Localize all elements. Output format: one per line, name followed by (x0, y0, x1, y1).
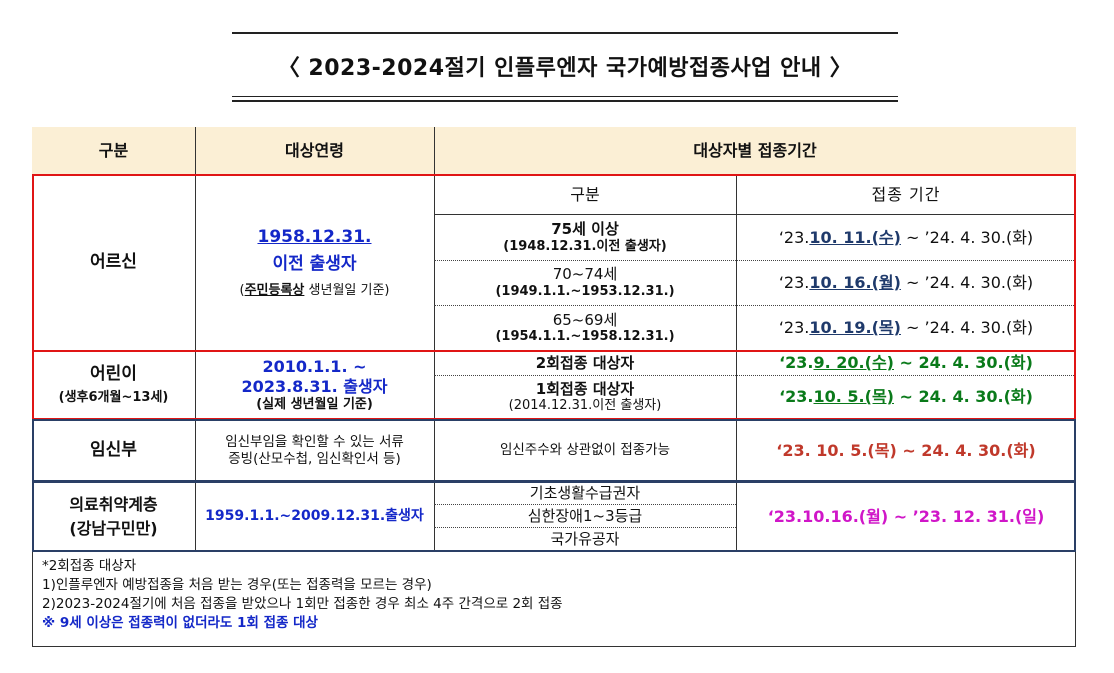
period-end: ~ 24. 4. 30.(화) (893, 353, 1033, 372)
elderly-age-note: (주민등록상 생년월일 기준) (240, 283, 390, 299)
elderly-age-line1: 1958.12.31. (257, 226, 372, 247)
children-highlight (32, 350, 1076, 420)
title-rule-top (232, 32, 898, 34)
divider (434, 127, 435, 551)
vulnerable-highlight (32, 481, 1076, 552)
vulnerable-group: 국가유공자 (550, 530, 620, 549)
children-label: 어린이 (생후6개월~13세) (32, 351, 195, 419)
pregnant-highlight (32, 419, 1076, 482)
group-name: 65~69세 (552, 310, 618, 329)
note-line: 2)2023-2024절기에 처음 접종을 받았으나 1회만 접종한 경우 최소… (42, 596, 563, 612)
elderly-age: 1958.12.31. 이전 출생자 (주민등록상 생년월일 기준) (195, 175, 434, 351)
period-prefix: ‘23. (778, 227, 810, 247)
header-group: 구분 (32, 127, 195, 175)
note-text: ( (239, 283, 245, 299)
pregnant-age-line2: 증빙(산모수첩, 임신확인서 등) (228, 450, 401, 467)
elderly-row-group: 75세 이상 (1948.12.31.이전 출생자) (434, 215, 736, 260)
period-end: ~ ’24. 4. 30.(화) (900, 227, 1034, 247)
group-range: (1948.12.31.이전 출생자) (503, 238, 667, 254)
note-line-emphasis: ※ 9세 이상은 접종력이 없더라도 1회 접종 대상 (42, 615, 318, 631)
period-prefix: ‘23. (779, 353, 814, 372)
note-emphasis: 주민등록상 (244, 283, 305, 299)
children-row-period: ‘23. 9. 20.(수) ~ 24. 4. 30.(화) (736, 351, 1076, 375)
period-end: ~ ’24. 4. 30.(화) (900, 318, 1034, 337)
vulnerable-group: 기초생활수급권자 (529, 483, 641, 502)
divider (434, 214, 1076, 215)
group-name: 75세 이상 (551, 220, 619, 238)
elderly-row-group: 70~74세 (1949.1.1.~1953.12.31.) (434, 260, 736, 305)
group-name: 1회접종 대상자 (535, 379, 635, 398)
vulnerable-label-line2: (강남구민만) (69, 518, 158, 538)
period-end: ~ 24. 4. 30.(화) (893, 387, 1033, 406)
divider (195, 127, 196, 551)
elderly-age-line2: 이전 출생자 (272, 253, 357, 274)
elderly-row-group: 65~69세 (1954.1.1.~1958.12.31.) (434, 305, 736, 351)
title-block: 〈 2023-2024절기 인플루엔자 국가예방접종사업 안내 〉 (232, 32, 898, 102)
elderly-label: 어르신 (90, 252, 137, 273)
children-row-group: 2회접종 대상자 (535, 353, 635, 372)
elderly-row-period: ‘23. 10. 11.(수) ~ ’24. 4. 30.(화) (736, 215, 1076, 260)
group-range: (1954.1.1.~1958.12.31.) (495, 329, 675, 345)
header-age: 대상연령 (195, 127, 434, 175)
pregnant-age: 임신부임을 확인할 수 있는 서류 증빙(산모수첩, 임신확인서 등) (195, 420, 434, 481)
period-prefix: ‘23. (778, 272, 810, 292)
note-line: *2회접종 대상자 (42, 558, 137, 574)
title-rule-bottom-thick (232, 100, 898, 102)
period-start: 10. 16.(월) (809, 272, 901, 292)
note-line: 1)인플루엔자 예방접종을 처음 받는 경우(또는 접종력을 모르는 경우) (42, 577, 432, 593)
group-range: (1949.1.1.~1953.12.31.) (495, 283, 675, 299)
vulnerable-group: 심한장애1~3등급 (527, 506, 643, 525)
pregnant-period: ‘23. 10. 5.(목) ~ 24. 4. 30.(화) (776, 440, 1036, 460)
children-row-group: 1회접종 대상자 (2014.12.31.이전 출생자) (434, 375, 736, 419)
row-divider (434, 305, 1076, 306)
group-name: 70~74세 (552, 265, 618, 283)
children-age: 2010.1.1. ~ 2023.8.31. 출생자 (실제 생년월일 기준) (195, 351, 434, 419)
elderly-row-period: ‘23. 10. 16.(월) ~ ’24. 4. 30.(화) (736, 260, 1076, 305)
period-start: 10. 19.(목) (809, 318, 901, 337)
row-divider (434, 504, 736, 505)
vaccination-table: 구분 대상연령 대상자별 접종기간 어르신 1958.12.31. 이전 출생자… (32, 127, 1076, 647)
elderly-highlight (32, 174, 1076, 352)
vulnerable-age: 1959.1.1.~2009.12.31.출생자 (205, 507, 424, 524)
children-row-period: ‘23. 10. 5.(목) ~ 24. 4. 30.(화) (736, 375, 1076, 419)
sub-header-group: 구분 (570, 185, 600, 204)
row-divider (434, 527, 736, 528)
elderly-row-period: ‘23. 10. 19.(목) ~ ’24. 4. 30.(화) (736, 305, 1076, 351)
vulnerable-label-line1: 의료취약계층 (69, 494, 158, 514)
title-rule-bottom (232, 96, 898, 97)
row-divider (434, 375, 1076, 376)
vulnerable-period: ‘23.10.16.(월) ~ ’23. 12. 31.(일) (767, 506, 1045, 526)
period-start: 9. 20.(수) (813, 353, 894, 372)
period-end: ~ ’24. 4. 30.(화) (900, 272, 1034, 292)
note-text: 생년월일 기준) (304, 283, 390, 299)
sub-header-period: 접종 기간 (871, 185, 941, 204)
divider (736, 175, 737, 551)
children-age-note: (실제 생년월일 기준) (256, 396, 373, 412)
group-range: (2014.12.31.이전 출생자) (508, 398, 662, 414)
pregnant-age-line1: 임신부임을 확인할 수 있는 서류 (225, 433, 404, 450)
period-start: 10. 5.(목) (813, 387, 894, 406)
pregnant-group: 임신주수와 상관없이 접종가능 (499, 442, 671, 459)
period-start: 10. 11.(수) (809, 227, 901, 247)
period-prefix: ‘23. (779, 387, 814, 406)
period-prefix: ‘23. (778, 318, 810, 337)
row-divider (434, 260, 1076, 261)
children-age-line2: 2023.8.31. 출생자 (241, 376, 388, 396)
children-label-main: 어린이 (90, 364, 137, 385)
header-period: 대상자별 접종기간 (434, 127, 1076, 175)
children-age-line1: 2010.1.1. ~ (262, 356, 367, 376)
notes: *2회접종 대상자 1)인플루엔자 예방접종을 처음 받는 경우(또는 접종력을… (42, 557, 563, 633)
page-title: 〈 2023-2024절기 인플루엔자 국가예방접종사업 안내 〉 (277, 56, 853, 81)
pregnant-label: 임신부 (90, 439, 137, 460)
vulnerable-label: 의료취약계층 (강남구민만) (32, 482, 195, 551)
children-label-sub: (생후6개월~13세) (58, 389, 169, 405)
